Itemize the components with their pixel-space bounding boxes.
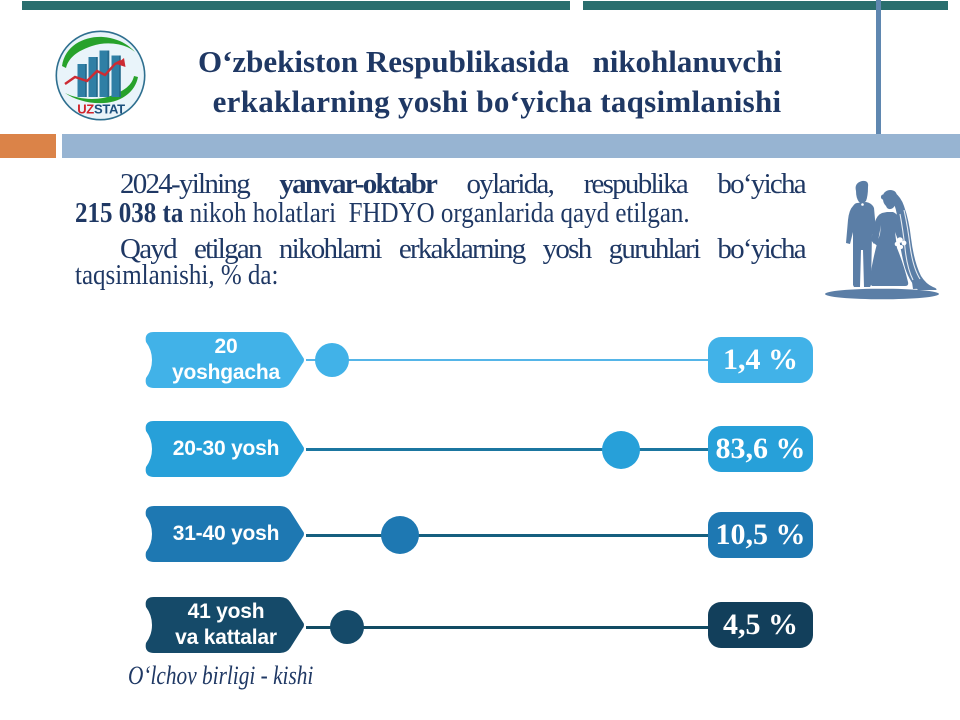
svg-text:UZSTAT: UZSTAT [77,102,125,117]
